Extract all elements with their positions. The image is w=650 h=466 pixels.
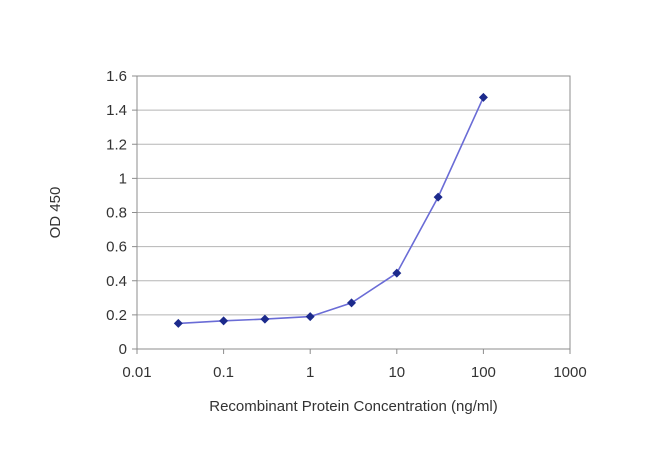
y-tick-label: 1.4 — [106, 102, 127, 119]
x-axis-ticks: 0.01 0.1 1 10 100 1000 — [122, 349, 587, 381]
x-tick-label: 0.1 — [213, 364, 234, 381]
y-tick-label: 0.8 — [106, 205, 127, 222]
data-point — [260, 314, 270, 324]
data-point — [433, 192, 443, 202]
y-axis-ticks: 0 0.2 0.4 0.6 0.8 1 1.2 1.4 1.6 — [106, 68, 137, 358]
x-tick-label: 100 — [471, 364, 496, 381]
y-axis-title: OD 450 — [47, 187, 64, 239]
data-point — [392, 268, 402, 278]
data-point — [219, 316, 229, 326]
data-point — [173, 318, 183, 328]
x-axis-title: Recombinant Protein Concentration (ng/ml… — [209, 398, 497, 415]
gridlines — [137, 75, 570, 316]
x-tick-label: 1 — [306, 364, 314, 381]
data-series — [173, 92, 488, 328]
x-tick-label: 0.01 — [122, 364, 151, 381]
data-point — [478, 92, 488, 102]
y-tick-label: 1 — [119, 170, 127, 187]
y-tick-label: 1.6 — [106, 68, 127, 85]
y-tick-label: 0.6 — [106, 239, 127, 256]
x-tick-label: 10 — [388, 364, 405, 381]
y-tick-label: 0.4 — [106, 273, 127, 290]
y-tick-label: 1.2 — [106, 136, 127, 153]
data-point — [305, 312, 315, 322]
x-tick-label: 1000 — [553, 364, 586, 381]
series-line — [178, 96, 485, 325]
y-tick-label: 0.2 — [106, 307, 127, 324]
y-tick-label: 0 — [119, 341, 127, 358]
data-point — [347, 298, 357, 308]
